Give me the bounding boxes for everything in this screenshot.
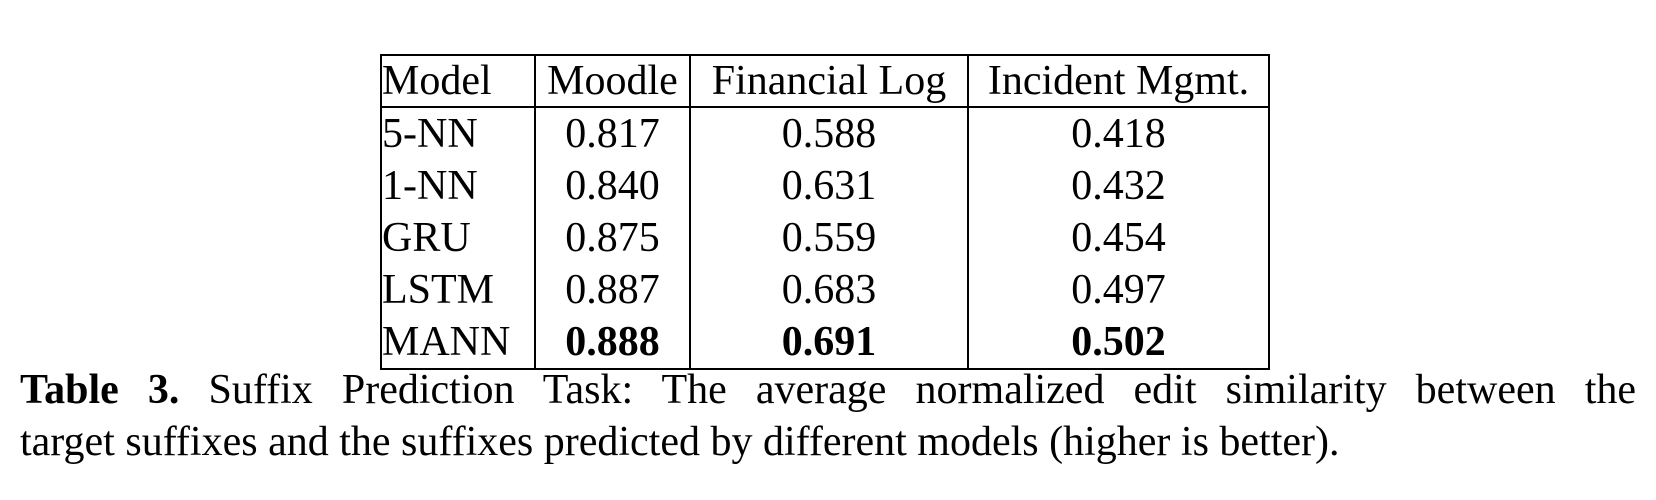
value-cell: 0.631: [689, 160, 969, 212]
table-row-5nn: 5-NN 0.817 0.588 0.418: [380, 107, 1270, 160]
model-name: 1-NN: [380, 160, 536, 212]
model-name: 5-NN: [380, 107, 536, 160]
value-cell: 0.418: [967, 107, 1270, 160]
model-name: MANN: [380, 316, 536, 369]
column-header-moodle: Moodle: [534, 55, 691, 108]
column-header-incident-mgmt: Incident Mgmt.: [967, 55, 1270, 108]
value-cell-best: 0.502: [967, 316, 1270, 369]
column-header-financial-log: Financial Log: [689, 55, 969, 108]
results-table: Model Moodle Financial Log Incident Mgmt…: [380, 54, 1270, 370]
value-cell: 0.683: [689, 264, 969, 316]
model-name: LSTM: [380, 264, 536, 316]
value-cell: 0.840: [534, 160, 691, 212]
value-cell: 0.559: [689, 212, 969, 264]
table-row-mann: MANN 0.888 0.691 0.502: [380, 316, 1270, 369]
value-cell: 0.887: [534, 264, 691, 316]
table-row-lstm: LSTM 0.887 0.683 0.497: [380, 264, 1270, 316]
value-cell-best: 0.691: [689, 316, 969, 369]
model-name: GRU: [380, 212, 536, 264]
value-cell-best: 0.888: [534, 316, 691, 369]
caption-line-1: Table 3. Suffix Prediction Task: The ave…: [20, 364, 1636, 416]
value-cell: 0.432: [967, 160, 1270, 212]
table-caption: Table 3. Suffix Prediction Task: The ave…: [20, 364, 1636, 468]
table-row-1nn: 1-NN 0.840 0.631 0.432: [380, 160, 1270, 212]
value-cell: 0.817: [534, 107, 691, 160]
table-header-row: Model Moodle Financial Log Incident Mgmt…: [380, 55, 1270, 108]
table-row-gru: GRU 0.875 0.559 0.454: [380, 212, 1270, 264]
caption-label: Table 3.: [20, 367, 180, 413]
value-cell: 0.588: [689, 107, 969, 160]
value-cell: 0.875: [534, 212, 691, 264]
caption-line-2: target suffixes and the suffixes predict…: [20, 419, 1340, 465]
value-cell: 0.497: [967, 264, 1270, 316]
value-cell: 0.454: [967, 212, 1270, 264]
column-header-model: Model: [380, 55, 536, 108]
caption-text-line-1: Suffix Prediction Task: The average norm…: [208, 367, 1637, 413]
